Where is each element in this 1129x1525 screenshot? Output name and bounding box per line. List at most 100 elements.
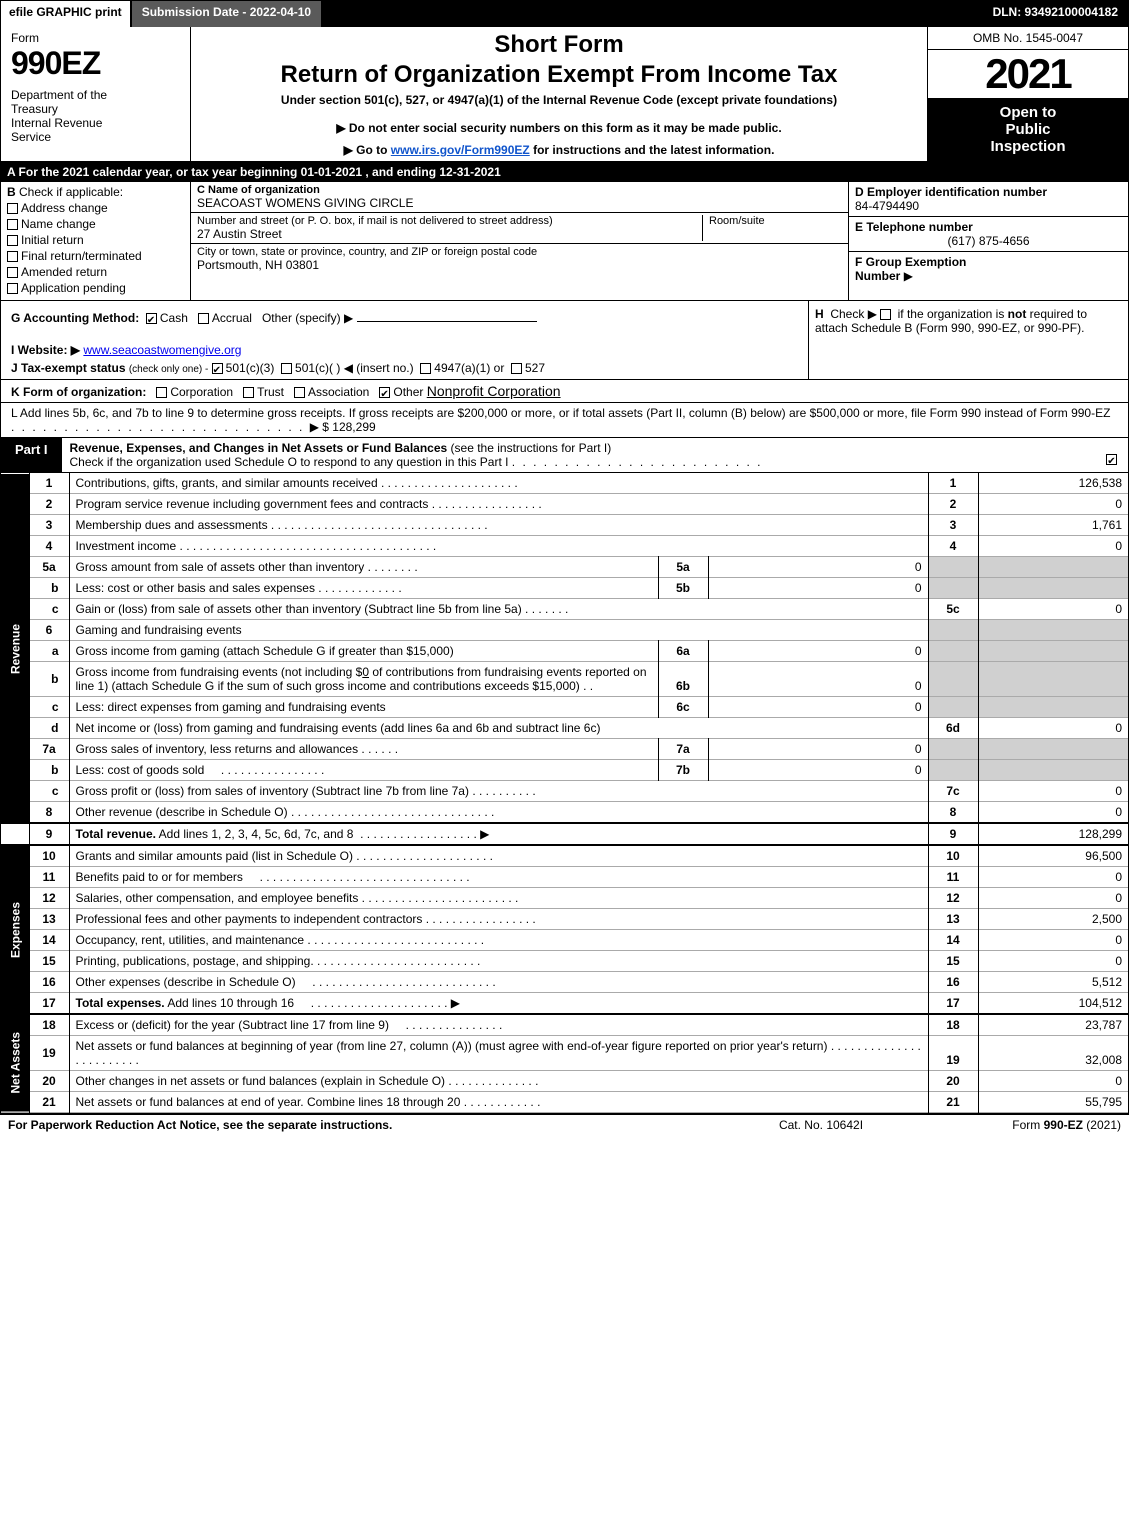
chk-name-change[interactable]: Name change bbox=[7, 217, 184, 231]
part-1-header: Part I Revenue, Expenses, and Changes in… bbox=[1, 438, 1128, 473]
line-13: 13 Professional fees and other payments … bbox=[1, 909, 1128, 930]
section-j: J Tax-exempt status (check only one) - 5… bbox=[11, 361, 802, 375]
chk-initial-return[interactable]: Initial return bbox=[7, 233, 184, 247]
part-1-table: Revenue 1 Contributions, gifts, grants, … bbox=[1, 473, 1128, 1113]
line-1-value: 126,538 bbox=[978, 473, 1128, 494]
chk-amended-return[interactable]: Amended return bbox=[7, 265, 184, 279]
l-text: L Add lines 5b, 6c, and 7b to line 9 to … bbox=[11, 406, 1110, 420]
line-2: 2 Program service revenue including gove… bbox=[1, 494, 1128, 515]
line-7c: c Gross profit or (loss) from sales of i… bbox=[1, 781, 1128, 802]
expenses-side-label: Expenses bbox=[1, 845, 29, 1014]
d-ein-row: D Employer identification number 84-4794… bbox=[849, 182, 1128, 217]
e-label: E Telephone number bbox=[855, 220, 1122, 234]
open-to-public-inspection: Open toPublicInspection bbox=[928, 98, 1128, 161]
line-6a-value: 0 bbox=[708, 641, 928, 662]
section-b-through-f: B Check if applicable: Address change Na… bbox=[1, 182, 1128, 301]
chk-527[interactable] bbox=[511, 363, 522, 374]
form-reference: Form 990-EZ (2021) bbox=[921, 1118, 1121, 1132]
line-5b-value: 0 bbox=[708, 578, 928, 599]
line-16: 16 Other expenses (describe in Schedule … bbox=[1, 972, 1128, 993]
line-9: 9 Total revenue. Add lines 1, 2, 3, 4, 5… bbox=[1, 823, 1128, 845]
chk-other-org[interactable] bbox=[379, 387, 390, 398]
line-20: 20 Other changes in net assets or fund b… bbox=[1, 1071, 1128, 1092]
header-center: Short Form Return of Organization Exempt… bbox=[191, 27, 928, 161]
line-7a: 7a Gross sales of inventory, less return… bbox=[1, 739, 1128, 760]
line-15-value: 0 bbox=[978, 951, 1128, 972]
chk-association[interactable] bbox=[294, 387, 305, 398]
catalog-number: Cat. No. 10642I bbox=[721, 1118, 921, 1132]
org-address: 27 Austin Street bbox=[197, 227, 702, 241]
c-addr-row: Number and street (or P. O. box, if mail… bbox=[191, 213, 848, 244]
line-5a-value: 0 bbox=[708, 557, 928, 578]
chk-trust[interactable] bbox=[243, 387, 254, 398]
d-label: D Employer identification number bbox=[855, 185, 1122, 199]
chk-cash[interactable] bbox=[146, 313, 157, 324]
line-8: 8 Other revenue (describe in Schedule O)… bbox=[1, 802, 1128, 824]
i-label: I Website: ▶ bbox=[11, 343, 80, 357]
section-b: B Check if applicable: Address change Na… bbox=[1, 182, 191, 300]
j-label: J Tax-exempt status bbox=[11, 361, 126, 375]
section-g-h: G Accounting Method: Cash Accrual Other … bbox=[1, 301, 1128, 380]
line-17-value: 104,512 bbox=[978, 993, 1128, 1015]
net-assets-side-label: Net Assets bbox=[1, 1014, 29, 1113]
c-city-label: City or town, state or province, country… bbox=[197, 246, 537, 258]
line-21-value: 55,795 bbox=[978, 1092, 1128, 1113]
chk-application-pending[interactable]: Application pending bbox=[7, 281, 184, 295]
header-left: Form 990EZ Department of theTreasuryInte… bbox=[1, 27, 191, 161]
chk-4947[interactable] bbox=[420, 363, 431, 374]
c-city-row: City or town, state or province, country… bbox=[191, 244, 848, 274]
h-text2: if the organization is bbox=[898, 307, 1008, 321]
line-9-value: 128,299 bbox=[978, 823, 1128, 845]
chk-501c3[interactable] bbox=[212, 363, 223, 374]
line-11-value: 0 bbox=[978, 867, 1128, 888]
section-def: D Employer identification number 84-4794… bbox=[848, 182, 1128, 300]
website-link[interactable]: www.seacoastwomengive.org bbox=[83, 343, 241, 357]
b-check-if: Check if applicable: bbox=[19, 185, 123, 199]
efile-print-label[interactable]: efile GRAPHIC print bbox=[1, 1, 132, 27]
other-specify-input[interactable] bbox=[357, 321, 537, 322]
line-12-value: 0 bbox=[978, 888, 1128, 909]
line-19: 19 Net assets or fund balances at beginn… bbox=[1, 1036, 1128, 1071]
line-6c: c Less: direct expenses from gaming and … bbox=[1, 697, 1128, 718]
chk-accrual[interactable] bbox=[198, 313, 209, 324]
other-specify: Other (specify) ▶ bbox=[262, 311, 353, 325]
l-arrow-icon: ▶ bbox=[310, 420, 319, 434]
line-6d-value: 0 bbox=[978, 718, 1128, 739]
part-1-title-main: Revenue, Expenses, and Changes in Net As… bbox=[70, 441, 448, 455]
h-not: not bbox=[1008, 307, 1027, 321]
line-3-value: 1,761 bbox=[978, 515, 1128, 536]
l-amount: $ 128,299 bbox=[322, 420, 375, 434]
c-addr-label: Number and street (or P. O. box, if mail… bbox=[197, 215, 702, 227]
submission-date-label: Submission Date - 2022-04-10 bbox=[132, 1, 323, 27]
irs-link[interactable]: www.irs.gov/Form990EZ bbox=[391, 143, 530, 157]
top-bar-spacer bbox=[323, 1, 982, 27]
b-label: B bbox=[7, 185, 16, 199]
chk-schedule-b-not-required[interactable] bbox=[880, 309, 891, 320]
part-1-schedule-o-checkbox[interactable] bbox=[1098, 438, 1128, 472]
line-6b: b Gross income from fundraising events (… bbox=[1, 662, 1128, 697]
paperwork-reduction-notice: For Paperwork Reduction Act Notice, see … bbox=[8, 1118, 721, 1132]
section-g: G Accounting Method: Cash Accrual Other … bbox=[1, 301, 808, 379]
c-name-label: C Name of organization bbox=[197, 184, 413, 196]
chk-501c[interactable] bbox=[281, 363, 292, 374]
line-11: 11 Benefits paid to or for members . . .… bbox=[1, 867, 1128, 888]
goto-irs-note: ▶ Go to www.irs.gov/Form990EZ for instru… bbox=[201, 143, 917, 157]
line-5c-value: 0 bbox=[978, 599, 1128, 620]
return-title: Return of Organization Exempt From Incom… bbox=[201, 61, 917, 89]
section-h: H Check ▶ if the organization is not req… bbox=[808, 301, 1128, 379]
page-footer: For Paperwork Reduction Act Notice, see … bbox=[0, 1114, 1129, 1135]
department-label: Department of theTreasuryInternal Revenu… bbox=[11, 88, 184, 144]
form-word: Form bbox=[11, 31, 184, 45]
h-check-text: Check ▶ bbox=[830, 307, 877, 321]
chk-address-change[interactable]: Address change bbox=[7, 201, 184, 215]
form-header: Form 990EZ Department of theTreasuryInte… bbox=[1, 27, 1128, 162]
under-section-note: Under section 501(c), 527, or 4947(a)(1)… bbox=[201, 93, 917, 107]
line-10-value: 96,500 bbox=[978, 845, 1128, 867]
line-15: 15 Printing, publications, postage, and … bbox=[1, 951, 1128, 972]
chk-final-return[interactable]: Final return/terminated bbox=[7, 249, 184, 263]
chk-corporation[interactable] bbox=[156, 387, 167, 398]
line-4-value: 0 bbox=[978, 536, 1128, 557]
line-12: 12 Salaries, other compensation, and emp… bbox=[1, 888, 1128, 909]
line-10: Expenses 10 Grants and similar amounts p… bbox=[1, 845, 1128, 867]
dln-label: DLN: 93492100004182 bbox=[983, 1, 1128, 27]
